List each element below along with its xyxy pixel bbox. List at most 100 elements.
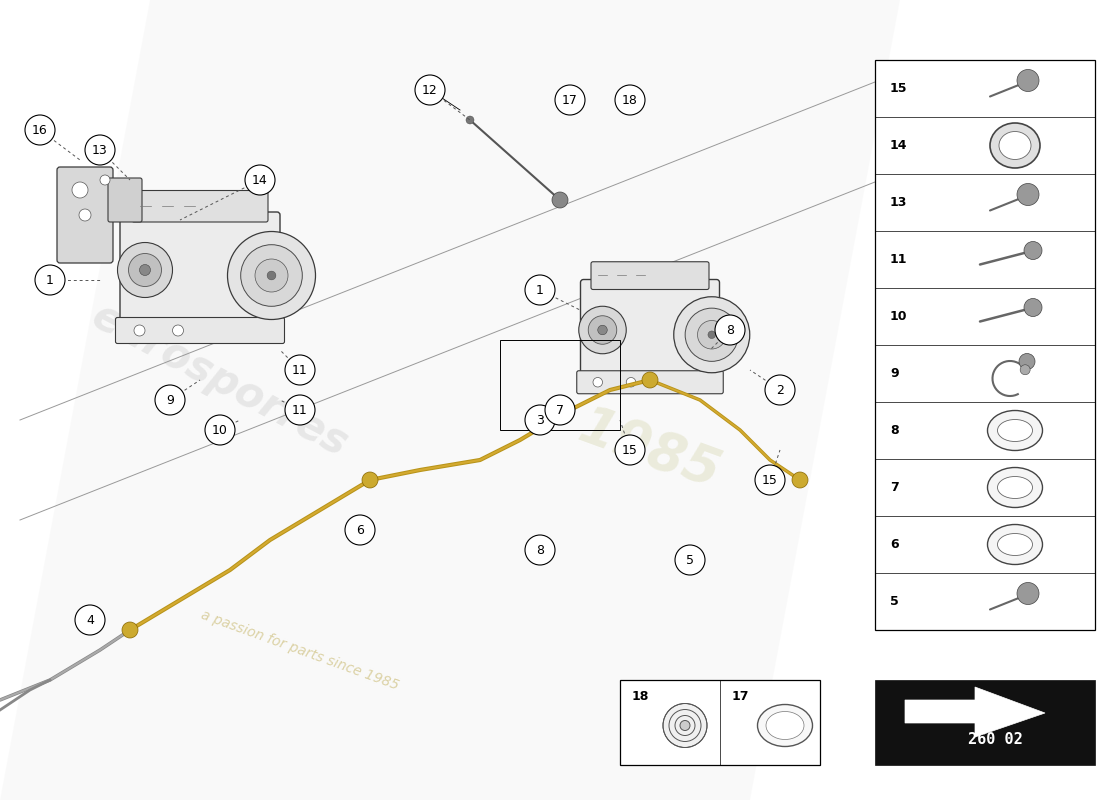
Text: 1: 1 [536, 283, 543, 297]
Text: 14: 14 [252, 174, 268, 186]
Circle shape [556, 85, 585, 115]
Circle shape [79, 209, 91, 221]
Circle shape [155, 385, 185, 415]
Text: 18: 18 [623, 94, 638, 106]
Circle shape [100, 175, 110, 185]
Circle shape [25, 115, 55, 145]
Text: 8: 8 [890, 424, 899, 437]
Text: 11: 11 [890, 253, 908, 266]
Text: 5: 5 [890, 595, 899, 608]
Circle shape [1018, 183, 1040, 206]
Circle shape [588, 316, 617, 344]
Circle shape [245, 165, 275, 195]
Text: 10: 10 [890, 310, 908, 323]
FancyBboxPatch shape [57, 167, 113, 263]
Text: 15: 15 [890, 82, 908, 95]
Ellipse shape [998, 419, 1033, 442]
Ellipse shape [758, 705, 813, 746]
Circle shape [579, 306, 626, 354]
Circle shape [241, 245, 302, 306]
Text: 6: 6 [890, 538, 899, 551]
Circle shape [35, 265, 65, 295]
Text: 5: 5 [686, 554, 694, 566]
Circle shape [544, 395, 575, 425]
Circle shape [626, 378, 636, 387]
Circle shape [1024, 298, 1042, 317]
Circle shape [615, 85, 645, 115]
Ellipse shape [999, 131, 1031, 159]
Bar [874, 60, 1094, 630]
Ellipse shape [998, 534, 1033, 555]
Circle shape [140, 265, 151, 275]
FancyBboxPatch shape [132, 190, 268, 222]
Ellipse shape [990, 123, 1040, 168]
FancyBboxPatch shape [591, 262, 710, 290]
Circle shape [685, 308, 738, 362]
Circle shape [466, 116, 474, 124]
Ellipse shape [988, 467, 1043, 507]
Circle shape [1018, 70, 1040, 91]
Ellipse shape [988, 525, 1043, 565]
Circle shape [129, 254, 162, 286]
FancyBboxPatch shape [108, 178, 142, 222]
Text: 6: 6 [356, 523, 364, 537]
Polygon shape [0, 0, 900, 800]
Text: 13: 13 [890, 196, 908, 209]
Circle shape [792, 472, 808, 488]
Text: 17: 17 [562, 94, 578, 106]
Text: 16: 16 [32, 123, 48, 137]
Circle shape [415, 75, 446, 105]
Text: 7: 7 [556, 403, 564, 417]
Circle shape [122, 622, 138, 638]
Circle shape [85, 135, 116, 165]
FancyBboxPatch shape [116, 318, 285, 343]
Circle shape [715, 315, 745, 345]
Text: 7: 7 [890, 481, 899, 494]
Circle shape [173, 325, 184, 336]
Circle shape [593, 378, 603, 387]
Text: 4: 4 [86, 614, 94, 626]
Text: 14: 14 [890, 139, 908, 152]
Circle shape [552, 192, 568, 208]
Text: 8: 8 [726, 323, 734, 337]
Circle shape [525, 275, 556, 305]
Circle shape [697, 321, 726, 349]
Circle shape [1019, 354, 1035, 370]
Circle shape [362, 472, 378, 488]
Text: 15: 15 [623, 443, 638, 457]
Circle shape [285, 395, 315, 425]
Text: 2: 2 [777, 383, 784, 397]
Circle shape [764, 375, 795, 405]
Text: 11: 11 [293, 363, 308, 377]
Circle shape [525, 535, 556, 565]
Text: 9: 9 [890, 367, 899, 380]
Text: 260 02: 260 02 [968, 732, 1022, 747]
Circle shape [597, 326, 607, 334]
Circle shape [615, 435, 645, 465]
Circle shape [255, 259, 288, 292]
FancyBboxPatch shape [581, 279, 719, 381]
Circle shape [1018, 582, 1040, 605]
Circle shape [663, 703, 707, 747]
Ellipse shape [988, 410, 1043, 450]
Text: eurosporres: eurosporres [85, 294, 355, 466]
Circle shape [680, 721, 690, 730]
Text: 10: 10 [212, 423, 228, 437]
Text: 18: 18 [632, 690, 649, 703]
Circle shape [1020, 365, 1031, 374]
Text: 13: 13 [92, 143, 108, 157]
Polygon shape [905, 687, 1045, 737]
Circle shape [708, 331, 716, 338]
Text: 15: 15 [762, 474, 778, 486]
Bar [620, 680, 820, 765]
Circle shape [755, 465, 785, 495]
Bar [874, 680, 1094, 765]
Text: 8: 8 [536, 543, 544, 557]
Circle shape [285, 355, 315, 385]
Circle shape [205, 415, 235, 445]
Circle shape [345, 515, 375, 545]
Circle shape [118, 242, 173, 298]
Circle shape [675, 545, 705, 575]
Text: 3: 3 [536, 414, 543, 426]
Text: 17: 17 [732, 690, 749, 703]
